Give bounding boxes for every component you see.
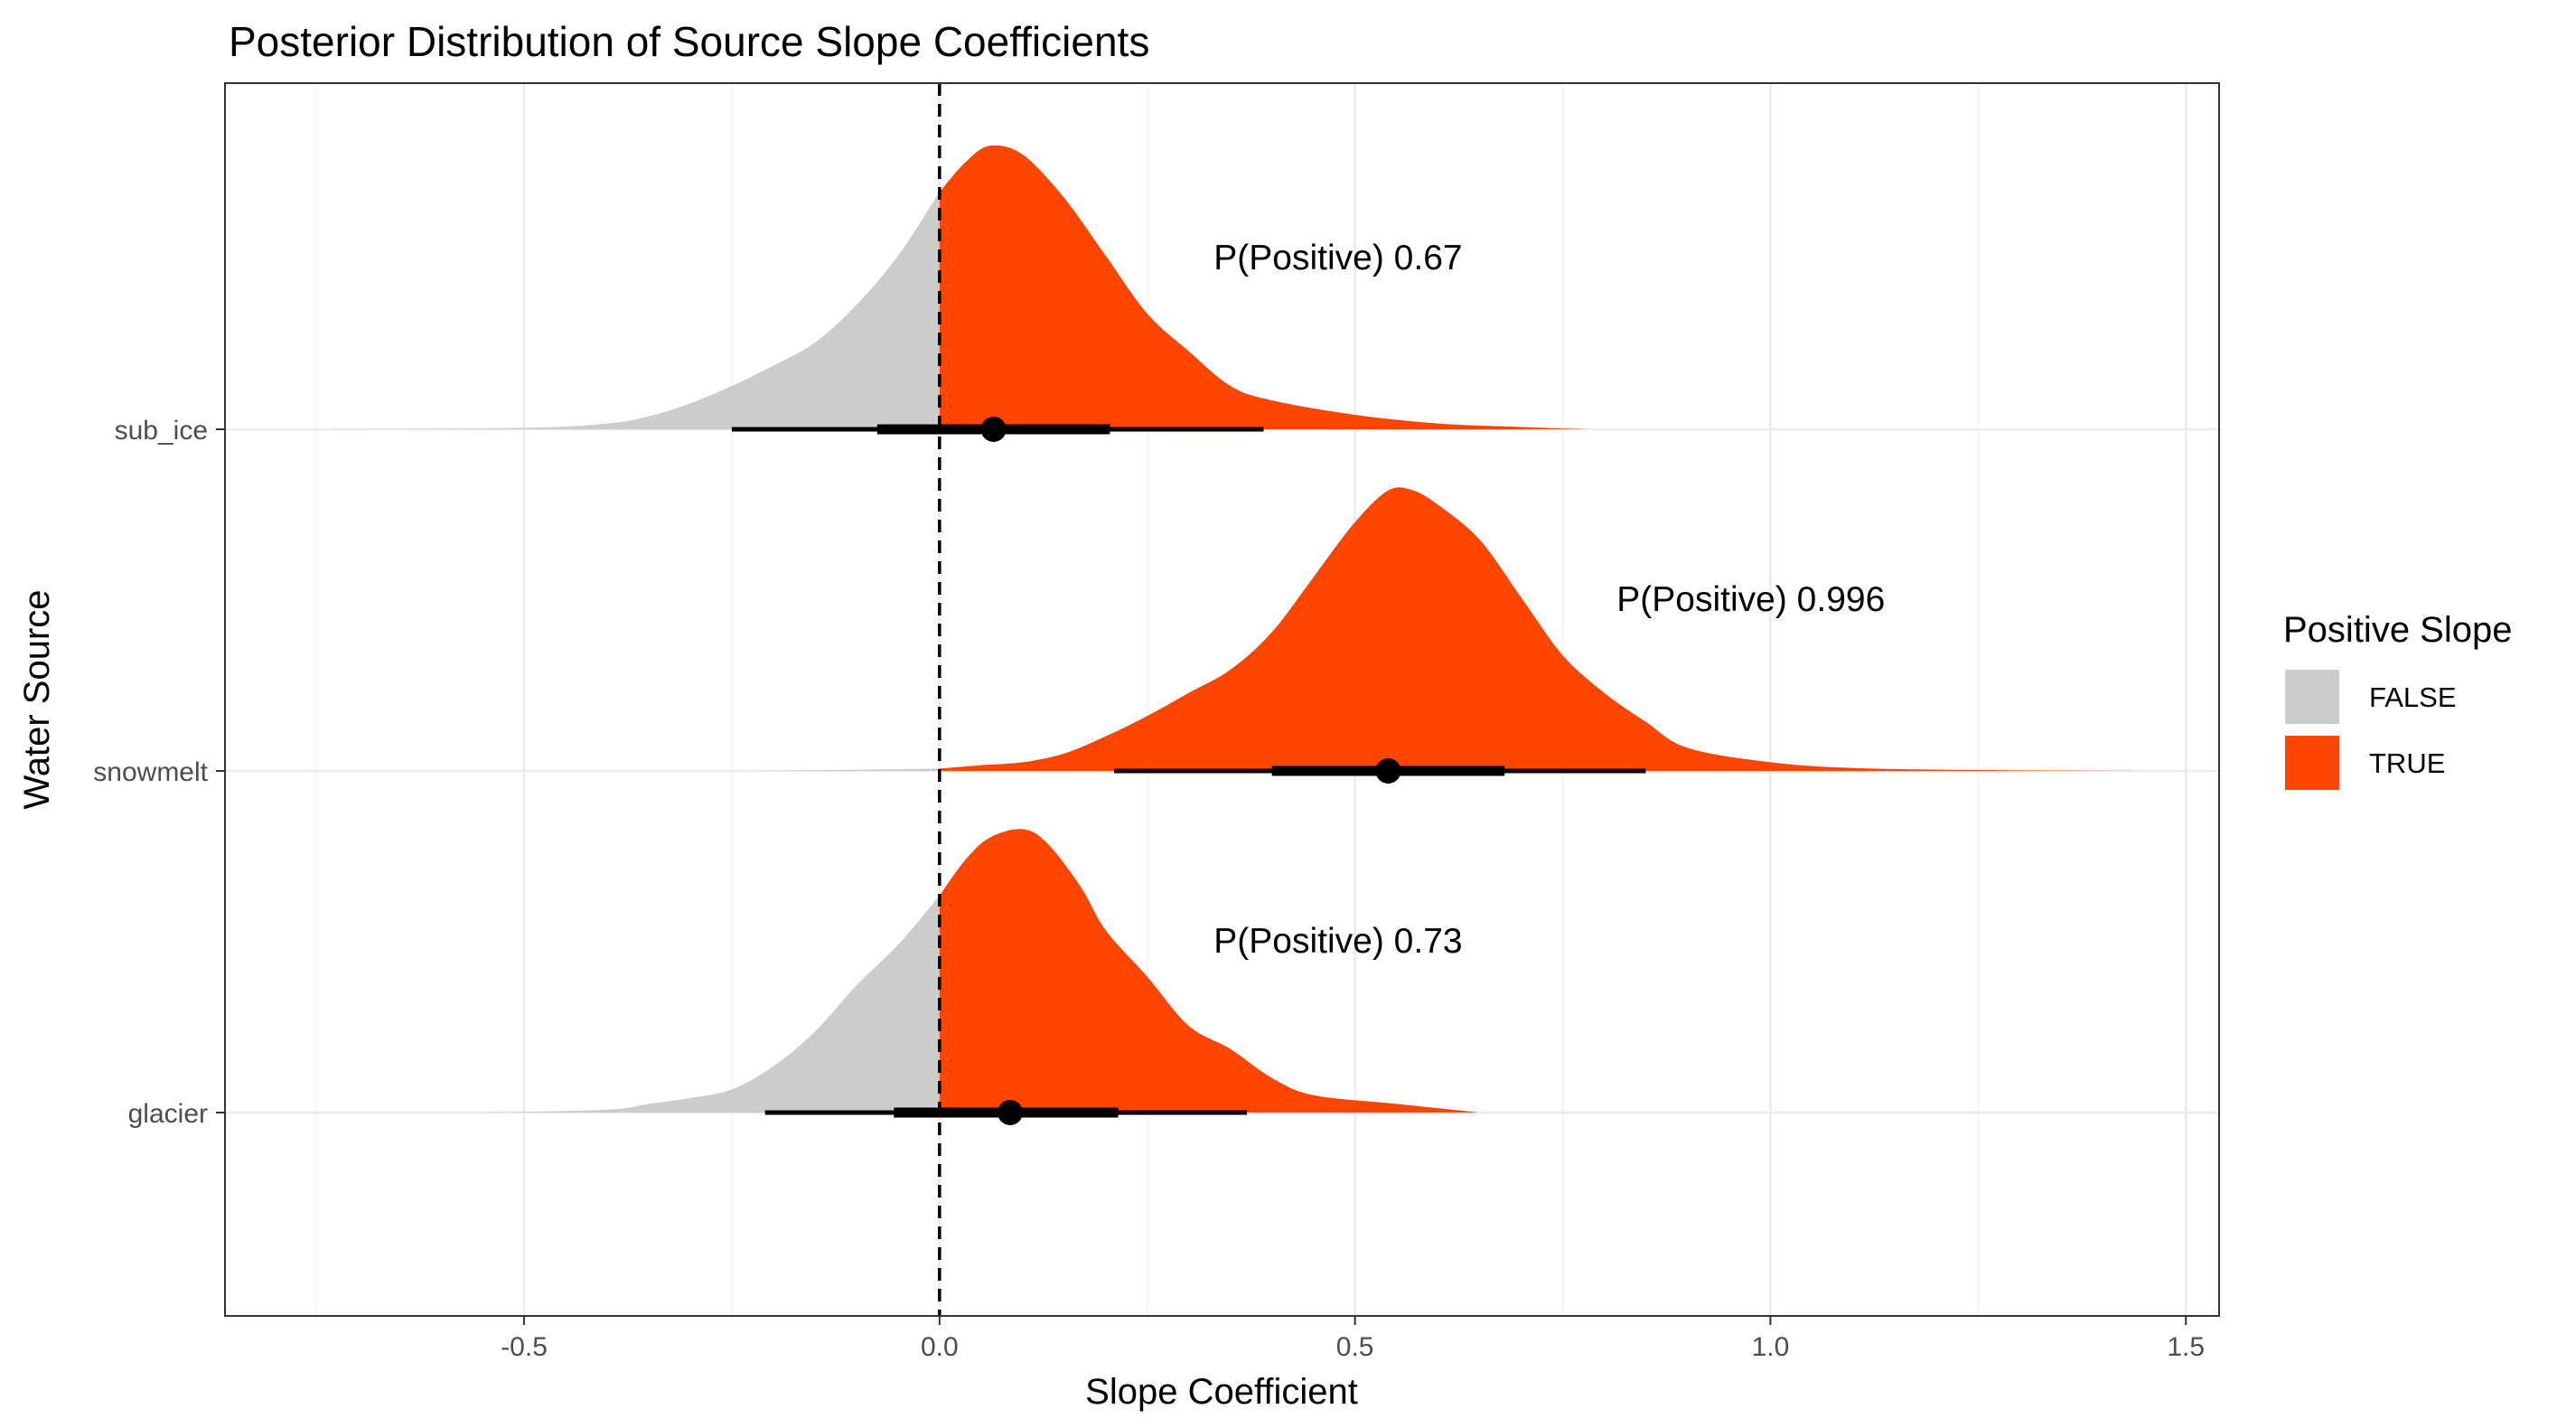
annotation-sub_ice: P(Positive) 0.67 xyxy=(1213,239,1462,277)
density-positive-snowmelt xyxy=(939,487,2136,771)
chart-title: Posterior Distribution of Source Slope C… xyxy=(229,18,1149,65)
median-point-glacier xyxy=(998,1100,1024,1125)
annotation-glacier: P(Positive) 0.73 xyxy=(1213,922,1462,961)
y-axis: sub_ice snowmelt glacier xyxy=(93,416,225,1129)
y-axis-title: Water Source xyxy=(17,589,57,809)
legend-label-false: FALSE xyxy=(2369,681,2457,713)
legend-label-true: TRUE xyxy=(2369,747,2445,779)
density-negative-sub_ice xyxy=(316,192,940,429)
y-tick-label-sub_ice: sub_ice xyxy=(115,416,208,446)
annotation-layer: P(Positive) 0.67 P(Positive) 0.996 P(Posit… xyxy=(1213,239,1885,961)
y-tick-label-glacier: glacier xyxy=(128,1099,208,1129)
x-tick-label: 0.5 xyxy=(1336,1332,1374,1362)
x-axis-title: Slope Coefficient xyxy=(1085,1372,1358,1412)
density-positive-sub_ice xyxy=(939,145,1588,429)
ridge-snowmelt xyxy=(748,487,2136,771)
legend-swatch-false xyxy=(2285,670,2339,724)
legend-title: Positive Slope xyxy=(2283,610,2512,650)
density-ridges xyxy=(316,145,2136,1113)
ridge-glacier xyxy=(482,829,1480,1113)
y-tick-label-snowmelt: snowmelt xyxy=(93,757,208,787)
density-negative-glacier xyxy=(482,896,940,1113)
legend-items: FALSE TRUE xyxy=(2285,670,2457,790)
x-tick-label: 1.5 xyxy=(2167,1332,2205,1362)
x-tick-label: 1.0 xyxy=(1752,1332,1790,1362)
interval-layer xyxy=(731,417,1646,1125)
ridge-sub_ice xyxy=(316,145,1588,429)
density-positive-glacier xyxy=(939,829,1480,1113)
legend-swatch-true xyxy=(2285,736,2339,790)
median-point-snowmelt xyxy=(1375,758,1401,784)
legend: Positive Slope FALSE TRUE xyxy=(2283,610,2512,790)
plot-panel: P(Positive) 0.67 P(Positive) 0.996 P(Posit… xyxy=(224,82,2220,1317)
x-tick-label: -0.5 xyxy=(501,1332,548,1362)
panel-border xyxy=(224,82,2220,1317)
x-tick-label: 0.0 xyxy=(921,1332,959,1362)
density-negative-snowmelt xyxy=(748,768,940,771)
x-axis: -0.5 0.0 0.5 1.0 1.5 xyxy=(501,1316,2205,1362)
median-point-sub_ice xyxy=(980,417,1007,442)
annotation-snowmelt: P(Positive) 0.996 xyxy=(1616,580,1885,619)
